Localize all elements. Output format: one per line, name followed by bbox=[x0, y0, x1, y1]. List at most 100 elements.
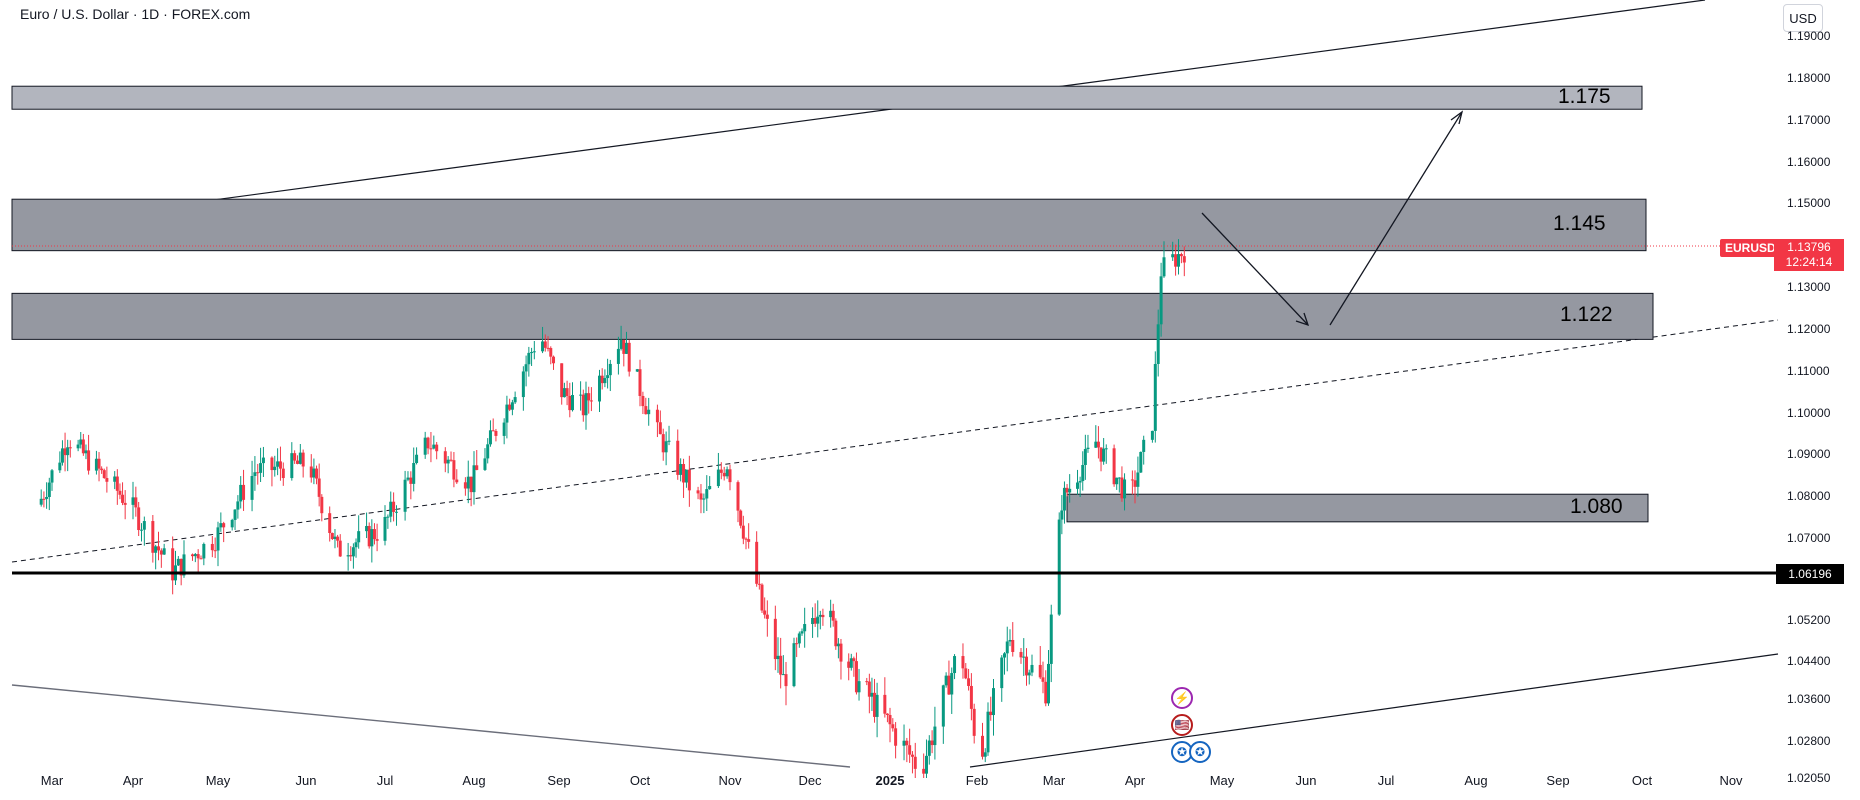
candle-body bbox=[505, 404, 509, 423]
candle-body bbox=[1136, 472, 1140, 487]
candle-body bbox=[696, 490, 700, 494]
time-tick-label: 2025 bbox=[875, 773, 905, 788]
price-tick-label: 1.10000 bbox=[1787, 405, 1831, 420]
candle-body bbox=[543, 341, 547, 348]
candle-body bbox=[913, 756, 917, 769]
candle-body bbox=[273, 466, 277, 471]
candle-body bbox=[1133, 480, 1137, 487]
candle-body bbox=[847, 661, 851, 668]
candle-body bbox=[76, 444, 80, 449]
candle-body bbox=[176, 558, 180, 566]
candle-body bbox=[432, 444, 436, 449]
candle-body bbox=[600, 375, 604, 384]
candle-body bbox=[1081, 464, 1085, 482]
candle-body bbox=[781, 674, 785, 676]
price-tick-label: 1.05200 bbox=[1787, 613, 1831, 627]
last-price-tag: 1.13796 12:24:14 bbox=[1774, 239, 1844, 271]
lightning-icon[interactable]: ⚡ bbox=[1171, 687, 1193, 709]
candle-body bbox=[1123, 479, 1127, 499]
candle-body bbox=[449, 459, 453, 461]
candle-body bbox=[276, 461, 280, 467]
candle-body bbox=[94, 458, 98, 471]
candle-body bbox=[191, 554, 194, 557]
candle-body bbox=[736, 482, 740, 511]
candle-body bbox=[113, 476, 117, 482]
candle-body bbox=[682, 464, 686, 483]
zone-1-145 bbox=[11, 198, 1647, 252]
candle-body bbox=[719, 469, 723, 473]
candle-body bbox=[606, 375, 610, 379]
candle-body bbox=[992, 688, 995, 716]
candle-body bbox=[655, 409, 659, 423]
candle-body bbox=[253, 472, 257, 477]
candle-body bbox=[182, 554, 186, 576]
us-flag-icon[interactable]: 🇺🇸 bbox=[1171, 714, 1193, 736]
candle-body bbox=[315, 468, 319, 479]
candle-body bbox=[171, 548, 175, 581]
eu-flag-icon[interactable]: ✪ bbox=[1189, 741, 1211, 763]
candle-body bbox=[1174, 254, 1178, 267]
candle-body bbox=[239, 484, 243, 502]
candle-body bbox=[50, 470, 54, 483]
zone-1-080 bbox=[1066, 493, 1649, 523]
candle-body bbox=[933, 726, 937, 746]
candle-body bbox=[1038, 664, 1042, 678]
candle-body bbox=[891, 724, 895, 729]
zone-1-175 bbox=[11, 85, 1643, 110]
candle-body bbox=[290, 453, 294, 479]
annotations-layer bbox=[12, 110, 1778, 575]
candle-body bbox=[521, 371, 525, 398]
time-tick-label: Jun bbox=[295, 773, 317, 788]
candle-body bbox=[969, 685, 973, 709]
candle-body bbox=[627, 342, 631, 372]
candle-body bbox=[230, 519, 234, 528]
time-tick-label: Jul bbox=[376, 773, 394, 788]
candle-body bbox=[705, 489, 709, 499]
candle-body bbox=[60, 448, 64, 463]
candle-body bbox=[765, 614, 769, 619]
time-tick-label: Sep bbox=[547, 773, 571, 788]
candle-body bbox=[349, 555, 353, 557]
candle-body bbox=[386, 516, 390, 518]
candle-body bbox=[829, 610, 833, 618]
candle-body bbox=[154, 546, 158, 553]
candle-body bbox=[199, 558, 203, 560]
zone-label: 1.080 bbox=[1570, 495, 1623, 519]
candle-body bbox=[953, 656, 957, 674]
candle-body bbox=[1030, 664, 1034, 673]
candle-body bbox=[747, 539, 751, 542]
candle-body bbox=[867, 681, 871, 697]
candle-body bbox=[68, 447, 72, 449]
price-tick-label: 1.03600 bbox=[1787, 692, 1831, 706]
candle-body bbox=[58, 462, 62, 471]
candle-body bbox=[1000, 657, 1004, 689]
candle-body bbox=[45, 496, 49, 499]
time-tick-label: Aug bbox=[1464, 773, 1488, 788]
time-tick-label: Oct bbox=[629, 773, 651, 788]
candle-body bbox=[722, 472, 726, 477]
candle-body bbox=[964, 668, 968, 679]
candle-body bbox=[100, 468, 104, 471]
candle-body bbox=[1086, 447, 1090, 450]
candle-body bbox=[941, 685, 945, 727]
candle-body bbox=[885, 713, 889, 715]
price-tick-label: 1.12000 bbox=[1787, 321, 1831, 336]
currency-button[interactable]: USD bbox=[1783, 4, 1823, 32]
candle-body bbox=[676, 440, 680, 475]
candle-body bbox=[242, 484, 246, 500]
candle-body bbox=[42, 498, 46, 500]
candle-body bbox=[367, 525, 371, 547]
candle-body bbox=[679, 464, 683, 475]
candle-body bbox=[1112, 448, 1116, 485]
candle-body bbox=[415, 454, 419, 463]
candle-body bbox=[446, 459, 450, 464]
candle-body bbox=[568, 395, 572, 411]
candle-body bbox=[811, 618, 815, 625]
candle-body bbox=[530, 352, 534, 354]
time-tick-label: May bbox=[1209, 773, 1235, 788]
time-tick-label: Jun bbox=[1295, 773, 1317, 788]
candle-body bbox=[1057, 519, 1061, 615]
candle-body bbox=[894, 728, 898, 746]
candle-body bbox=[836, 643, 840, 647]
